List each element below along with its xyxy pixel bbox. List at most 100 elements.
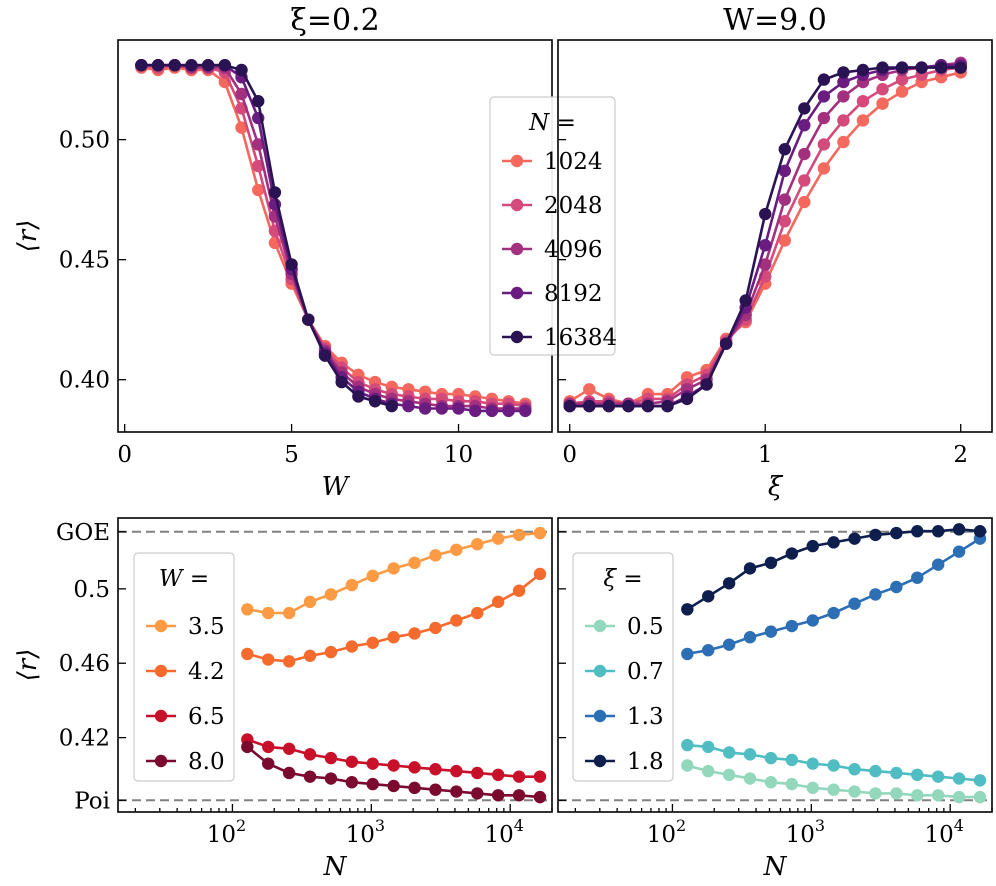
legend-label: 1.3 <box>627 704 664 730</box>
x-tick-exponent: 2 <box>676 816 686 835</box>
data-point <box>817 162 831 175</box>
data-point <box>681 759 694 772</box>
x-tick-exponent: 3 <box>815 816 825 835</box>
data-point <box>895 61 909 74</box>
data-point <box>366 757 379 770</box>
data-point <box>934 61 948 74</box>
legend-swatch-marker <box>154 664 168 678</box>
series-line-1024 <box>141 66 526 405</box>
data-point <box>680 392 694 406</box>
data-point <box>798 195 811 209</box>
data-point <box>911 789 924 802</box>
legend-swatch-marker <box>154 754 168 768</box>
data-point <box>583 383 596 396</box>
data-point <box>151 59 165 72</box>
legend-title: N = <box>528 110 576 136</box>
legend-swatch-marker <box>593 664 607 678</box>
x-tick-exponent: 4 <box>514 816 524 835</box>
data-point <box>837 90 850 103</box>
data-point <box>450 785 463 798</box>
legend-label: 8.0 <box>188 749 225 775</box>
data-point <box>778 234 791 247</box>
data-point <box>563 399 576 413</box>
data-point <box>519 404 532 418</box>
data-point <box>743 630 757 644</box>
legend-title: W = <box>159 566 209 592</box>
y-tick-label: Poi <box>74 788 110 814</box>
data-point <box>471 538 484 551</box>
data-point <box>785 753 799 767</box>
data-point <box>681 647 694 661</box>
data-point <box>491 532 505 545</box>
data-point <box>759 258 772 271</box>
legend-swatch-marker <box>510 154 524 168</box>
x-axis-label: ξ <box>768 472 784 502</box>
data-point <box>778 193 791 206</box>
data-point <box>931 525 945 538</box>
data-point <box>798 174 811 187</box>
legend: W = 3.5 4.2 6.5 8.0 <box>133 552 235 782</box>
data-point <box>827 536 840 549</box>
legend-swatch-marker <box>510 242 524 256</box>
data-point <box>806 539 819 553</box>
data-point <box>282 766 296 780</box>
data-point <box>268 186 282 199</box>
legend-label: 6.5 <box>188 704 225 730</box>
data-point <box>408 556 421 570</box>
data-point <box>890 580 903 594</box>
y-tick-label: 0.42 <box>59 726 110 752</box>
data-point <box>869 787 882 800</box>
legend-swatch-marker <box>593 754 607 768</box>
y-axis-label: ⟨r⟩ <box>13 220 43 253</box>
data-point <box>302 313 315 326</box>
data-point <box>702 644 715 657</box>
legend-label: 2048 <box>544 193 603 219</box>
data-point <box>385 399 398 413</box>
data-point <box>491 768 505 782</box>
data-point <box>869 764 882 778</box>
data-point <box>303 649 317 662</box>
data-point <box>418 402 432 415</box>
data-point <box>602 399 616 413</box>
legend-label: 16384 <box>544 325 617 351</box>
x-tick-label: 103 <box>346 816 385 848</box>
data-point <box>661 399 674 413</box>
data-point <box>876 97 889 110</box>
data-point <box>235 121 248 134</box>
data-point <box>491 789 505 802</box>
legend-label: 1024 <box>544 149 603 175</box>
data-point <box>429 549 442 562</box>
legend-label: 8192 <box>544 281 603 307</box>
data-point <box>827 759 840 772</box>
data-point <box>837 135 850 149</box>
data-point <box>450 764 463 778</box>
data-point <box>876 61 889 74</box>
data-point <box>700 378 713 391</box>
data-point <box>583 399 596 413</box>
legend-label: 0.7 <box>627 659 664 685</box>
data-point <box>952 790 966 804</box>
data-point <box>218 59 232 72</box>
legend-title: ξ = <box>603 566 642 592</box>
data-point <box>743 748 757 761</box>
x-axis-label: W <box>322 472 351 502</box>
data-point <box>817 90 831 103</box>
data-point <box>827 606 840 620</box>
series-line-16384 <box>569 66 961 408</box>
x-tick-label: 0 <box>562 442 577 468</box>
data-point <box>450 543 463 556</box>
data-point <box>366 777 379 791</box>
data-point <box>408 761 421 774</box>
data-point <box>324 751 338 765</box>
data-point <box>764 625 778 638</box>
series-line-4096 <box>569 61 961 406</box>
data-point <box>911 571 924 584</box>
y-tick-label: 0.46 <box>59 651 110 677</box>
data-point <box>931 789 945 802</box>
legend-label: 3.5 <box>188 614 225 640</box>
data-point <box>533 567 547 581</box>
x-tick-label: 102 <box>207 816 246 848</box>
data-point <box>469 404 482 418</box>
data-point <box>702 764 715 778</box>
data-point <box>345 640 359 653</box>
